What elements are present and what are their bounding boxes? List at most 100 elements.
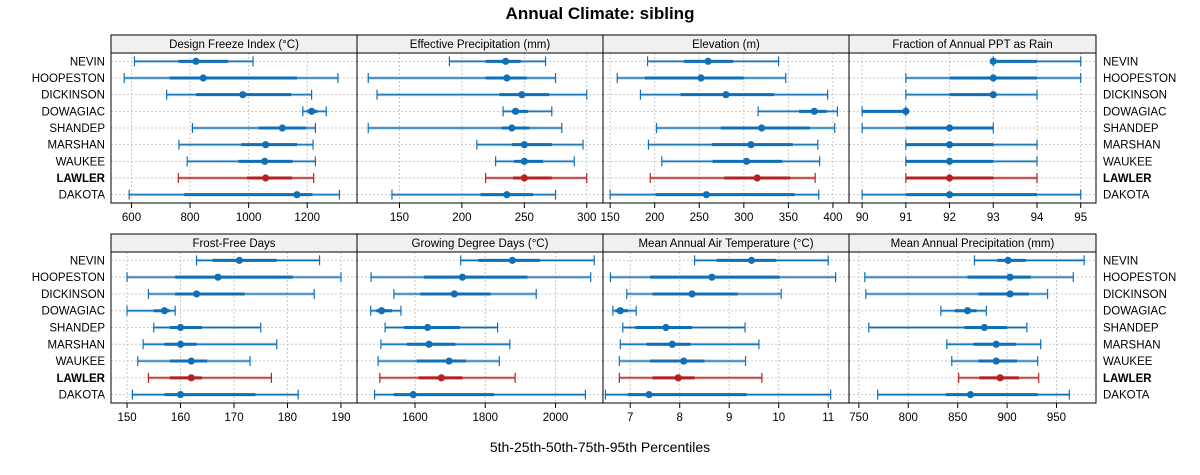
interval-dakota	[128, 189, 341, 200]
row-label-right: NEVIN	[1103, 255, 1138, 267]
interval-marshan	[178, 139, 314, 150]
x-tick-label: 150	[390, 212, 409, 224]
median-point	[966, 391, 975, 399]
median-point	[989, 74, 997, 82]
row-label-right: MARSHAN	[1103, 339, 1161, 351]
median-point	[704, 57, 712, 65]
x-tick-label: 800	[899, 412, 918, 424]
row-label-right: MARSHAN	[1103, 140, 1161, 152]
x-tick-label: 93	[987, 212, 1000, 224]
interval-hoopeston	[123, 73, 339, 83]
x-tick-label: 1600	[402, 412, 428, 424]
median-point	[1004, 256, 1012, 264]
interval-shandep	[861, 123, 994, 133]
panel-title: Fraction of Annual PPT as Rain	[892, 39, 1052, 51]
row-label-left: DAKOTA	[59, 390, 106, 402]
interval-dowagiac	[861, 106, 910, 117]
interval-marshan	[380, 339, 511, 350]
median-point	[214, 273, 222, 281]
median-point	[753, 174, 761, 182]
interval-dickinson	[905, 89, 1038, 100]
interval-lawler	[177, 173, 315, 183]
median-point	[424, 323, 432, 332]
interval-waukee	[137, 356, 251, 367]
interval-dowagiac	[757, 106, 839, 117]
row-label-left: WAUKEE	[56, 356, 106, 368]
panel-title: Mean Annual Air Temperature (°C)	[638, 238, 813, 250]
x-tick-label: 200	[452, 212, 471, 224]
x-tick-label: 400	[823, 212, 842, 224]
median-point	[992, 357, 1000, 365]
interval-dickinson	[639, 89, 829, 100]
interval-lawler	[649, 173, 816, 183]
median-point	[503, 191, 511, 199]
interval-dowagiac	[126, 305, 176, 316]
median-point	[945, 157, 954, 165]
median-point	[747, 141, 755, 149]
median-point	[945, 191, 954, 199]
interval-dowagiac	[940, 305, 987, 316]
interval-lawler	[958, 372, 1040, 383]
x-tick-label: 180	[278, 412, 297, 424]
row-label-left: DICKINSON	[41, 289, 105, 301]
median-point	[308, 107, 316, 115]
row-label-left: NEVIN	[70, 56, 105, 68]
median-point	[645, 391, 653, 399]
median-point	[192, 57, 200, 65]
median-point	[187, 374, 195, 382]
row-label-left: MARSHAN	[47, 140, 105, 152]
panel-frame	[848, 251, 1097, 404]
x-tick-label: 300	[577, 212, 596, 224]
interval-dickinson	[147, 288, 315, 299]
median-point	[261, 157, 269, 165]
x-tick-label: 95	[1074, 212, 1087, 224]
panel-title: Growing Degree Days (°C)	[412, 238, 549, 250]
interval-dowagiac	[302, 106, 327, 117]
interval-dickinson	[393, 288, 537, 299]
interval-lawler	[379, 372, 516, 383]
median-point	[425, 340, 433, 348]
median-point	[758, 124, 766, 132]
median-point	[508, 124, 516, 132]
row-label-left: NEVIN	[70, 255, 105, 267]
x-tick-label: 10	[772, 412, 785, 424]
interval-dakota	[373, 389, 587, 400]
median-point	[1006, 273, 1014, 281]
interval-hoopeston	[126, 272, 342, 283]
median-point	[176, 323, 185, 332]
median-point	[680, 357, 688, 365]
panel-3: Fraction of Annual PPT as Rain 90 91 92 93 94…	[848, 34, 1097, 224]
row-label-left: DICKINSON	[41, 90, 105, 102]
row-label-left: SHANDEP	[49, 323, 105, 335]
interval-nevin	[989, 56, 1082, 67]
interval-shandep	[153, 322, 262, 333]
interval-hoopeston	[905, 73, 1082, 83]
median-point	[262, 174, 270, 182]
row-label-right: SHANDEP	[1103, 323, 1159, 335]
x-tick-label: 9	[726, 412, 732, 424]
median-point	[508, 256, 516, 264]
interval-dowagiac	[612, 305, 637, 316]
row-label-left: LAWLER	[56, 173, 105, 185]
interval-waukee	[905, 156, 1038, 167]
row-label-right: HOOPESTON	[1103, 73, 1176, 85]
interval-hoopeston	[616, 73, 787, 83]
x-tick-label: 1800	[472, 412, 498, 424]
median-point	[199, 74, 207, 82]
row-label-left: HOOPESTON	[32, 272, 105, 284]
median-point	[520, 157, 528, 165]
interval-dickinson	[626, 288, 782, 299]
interval-dakota	[131, 389, 299, 400]
interval-nevin	[646, 56, 780, 67]
interval-waukee	[618, 356, 747, 367]
interval-dakota	[391, 189, 557, 200]
median-point	[747, 256, 756, 264]
row-label-left: SHANDEP	[49, 123, 105, 135]
median-point	[989, 91, 997, 99]
row-label-right: WAUKEE	[1103, 156, 1153, 168]
row-label-right: NEVIN	[1103, 56, 1138, 68]
median-point	[662, 323, 670, 332]
median-point	[262, 141, 270, 149]
median-point	[192, 290, 201, 298]
median-point	[160, 307, 169, 315]
